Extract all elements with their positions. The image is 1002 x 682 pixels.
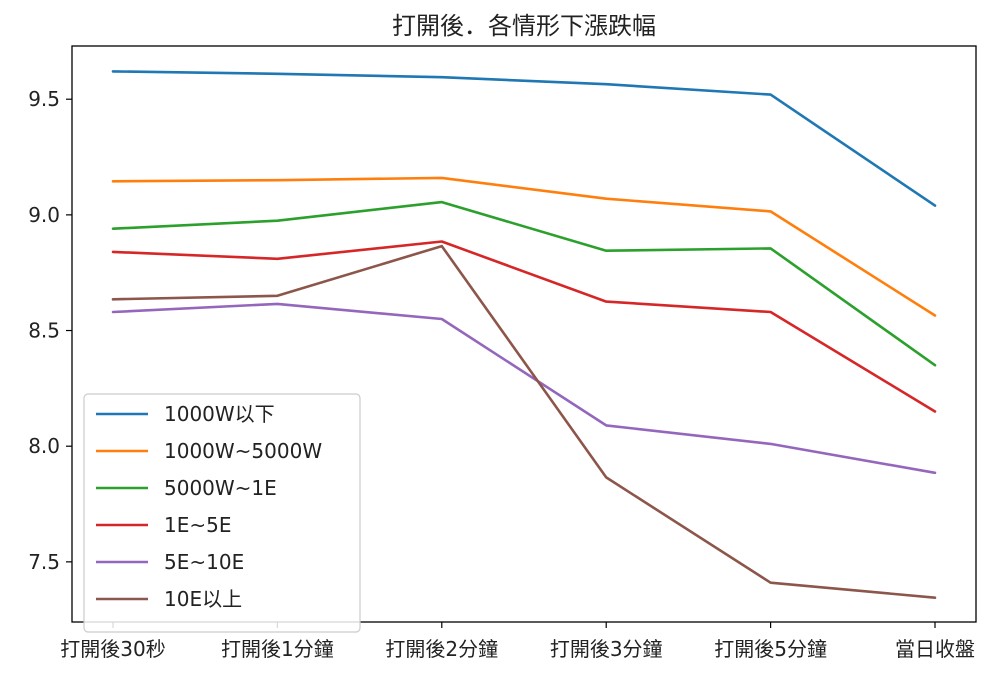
x-axis: 打開後30秒 打開後1分鐘 打開後2分鐘 打開後3分鐘 打開後5分鐘 當日收盤 [60,622,975,661]
legend: 1000W以下 1000W~5000W 5000W~1E 1E~5E 5E~10E 10E… [83,393,361,633]
y-tick-label: 9.0 [28,203,60,227]
x-tick-label: 當日收盤 [895,637,975,661]
x-tick-label: 打開後3分鐘 [550,637,663,661]
legend-label-2: 5000W~1E [164,476,277,500]
series-line-0 [111,70,937,207]
series-line-2 [111,200,937,367]
chart-title: 打開後．各情形下漲跌幅 [392,12,656,40]
legend-box [83,393,361,633]
legend-label-4: 5E~10E [164,550,244,574]
x-tick-label: 打開後2分鐘 [385,637,498,661]
x-tick-label: 打開後30秒 [60,637,165,661]
legend-label-5: 10E以上 [164,587,242,611]
series-lines [111,70,937,600]
y-axis: 7.5 8.0 8.5 9.0 9.5 [28,87,72,574]
y-tick-label: 8.0 [28,434,60,458]
y-tick-label: 9.5 [28,87,60,111]
legend-label-3: 1E~5E [164,513,231,537]
series-line-3 [111,240,937,413]
y-tick-label: 8.5 [28,319,60,343]
x-tick-label: 打開後5分鐘 [714,637,827,661]
y-tick-label: 7.5 [28,550,60,574]
series-line-4 [111,302,937,475]
legend-label-0: 1000W以下 [164,402,275,426]
series-line-5 [111,244,937,600]
legend-label-1: 1000W~5000W [164,439,322,463]
plot-frame [71,45,977,623]
x-tick-label: 打開後1分鐘 [221,637,334,661]
series-line-1 [111,176,937,317]
